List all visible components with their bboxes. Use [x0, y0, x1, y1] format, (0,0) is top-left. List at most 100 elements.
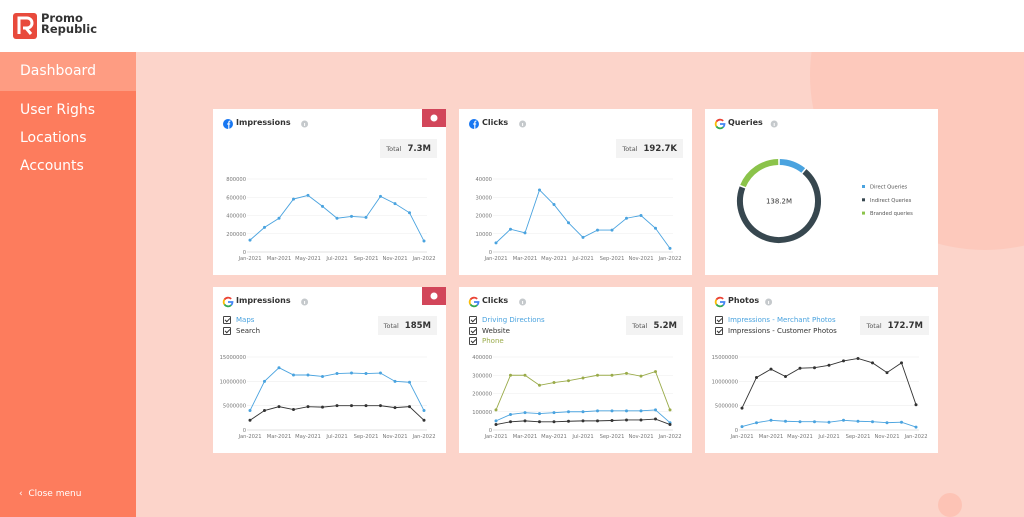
legend-label: Direct Queries	[870, 185, 908, 191]
y-tick-label: 10000000	[220, 379, 246, 385]
card: 0 200000 400000 600000 800000 Jan-2021 Mar-202…	[213, 109, 446, 275]
legend: Impressions - Merchant Photos Impressions…	[715, 315, 837, 336]
nav-item[interactable]: Dashboard	[0, 52, 136, 91]
x-tick-label: Sep-2021	[600, 256, 625, 262]
data-point	[422, 409, 426, 413]
data-point	[581, 376, 585, 380]
legend-label: Website	[482, 326, 510, 335]
data-point	[827, 420, 831, 424]
data-point	[277, 216, 281, 220]
data-point	[740, 406, 744, 410]
legend-item[interactable]: Maps	[223, 315, 260, 326]
data-point	[393, 202, 397, 206]
x-tick-label: Nov-2021	[382, 434, 407, 440]
data-point	[552, 411, 556, 415]
info-icon-mark	[522, 301, 524, 304]
card-chart: 0 5000000 10000000 15000000 Jan-2021 Mar-2021…	[220, 296, 436, 440]
facebook-icon-f	[227, 120, 231, 129]
legend-checkbox[interactable]	[469, 316, 477, 325]
help-badge	[422, 287, 446, 305]
legend-checkbox[interactable]	[469, 337, 477, 346]
y-tick-label: 200000	[226, 232, 246, 238]
help-icon	[430, 114, 438, 122]
total-label: Total	[632, 321, 648, 330]
logo-mark	[13, 13, 37, 39]
y-tick-label: 400000	[226, 214, 246, 220]
card: 0 5000000 10000000 15000000 Jan-2021 Mar-2021…	[213, 287, 446, 453]
legend: Driving Directions Website Phone	[469, 315, 545, 347]
x-tick-label: Jan-2021	[237, 256, 261, 262]
data-point	[321, 405, 324, 409]
data-point	[552, 420, 556, 424]
sidebar: Dashboard User Righs Locations Accounts …	[0, 52, 136, 517]
data-point	[610, 373, 614, 377]
google-icon	[228, 301, 234, 306]
total-box: Total 7.3M	[380, 139, 437, 158]
nav-item[interactable]: User Righs	[20, 102, 96, 118]
legend-label: Branded queries	[870, 211, 913, 217]
y-tick-label: 5000000	[223, 404, 246, 410]
legend-item[interactable]: Impressions - Merchant Photos	[715, 315, 837, 326]
x-tick-label: Jan-2021	[483, 434, 507, 440]
nav-item[interactable]: Locations	[20, 130, 87, 146]
legend-item[interactable]: Driving Directions	[469, 315, 545, 326]
legend-label: Impressions - Customer Photos	[728, 326, 837, 335]
legend-item[interactable]: Impressions - Customer Photos	[715, 326, 837, 337]
data-point	[538, 412, 541, 416]
x-tick-label: Sep-2021	[354, 434, 379, 440]
y-tick-label: 400000	[472, 355, 492, 361]
data-point	[552, 381, 556, 385]
data-point	[914, 403, 918, 407]
logo-line: Promo	[41, 11, 83, 25]
y-tick-label: 0	[735, 428, 738, 434]
data-point	[885, 421, 889, 425]
card-title: Impressions	[236, 296, 291, 305]
bg-circle	[938, 493, 962, 517]
data-point	[292, 197, 295, 201]
card-chart: Direct Queries Indirect Queries Branded qu…	[714, 118, 913, 243]
data-point	[639, 409, 643, 413]
y-tick-label: 15000000	[712, 355, 738, 361]
legend-item[interactable]: Search	[223, 326, 260, 337]
legend-checkbox[interactable]	[715, 316, 723, 325]
legend-swatch	[862, 198, 865, 202]
google-icon	[715, 118, 724, 123]
google-icon	[223, 303, 232, 308]
legend-checkbox[interactable]	[223, 316, 231, 325]
data-point	[900, 361, 903, 365]
x-tick-label: Jan-2021	[729, 434, 753, 440]
nav-item[interactable]: Accounts	[20, 158, 84, 174]
legend-checkbox[interactable]	[715, 326, 723, 335]
x-tick-label: May-2021	[541, 434, 567, 440]
legend-checkbox[interactable]	[469, 326, 477, 335]
data-point	[306, 193, 310, 197]
legend-item[interactable]: Website	[469, 326, 545, 337]
data-point	[596, 419, 599, 423]
legend-swatch	[862, 211, 865, 215]
info-icon-mark	[304, 123, 306, 126]
card: 0 100000 200000 300000 400000 Jan-2021 Mar-202…	[459, 287, 692, 453]
x-tick-label: May-2021	[541, 256, 567, 262]
data-point	[668, 408, 672, 412]
x-tick-label: May-2021	[787, 434, 813, 440]
legend-checkbox[interactable]	[223, 326, 231, 335]
data-point	[654, 408, 657, 412]
close-label[interactable]: Close menu	[28, 489, 82, 499]
data-point	[813, 366, 816, 370]
donut-slice	[737, 169, 821, 243]
close-menu[interactable]: ‹ Close menu	[19, 489, 82, 499]
google-icon	[223, 296, 232, 301]
data-point	[610, 409, 614, 413]
data-point	[379, 194, 382, 198]
y-tick-label: 5000000	[715, 404, 738, 410]
x-tick-label: Jan-2022	[411, 256, 435, 262]
y-tick-label: 300000	[472, 373, 492, 379]
data-point	[277, 405, 281, 409]
data-point	[625, 371, 628, 375]
x-tick-label: Mar-2021	[267, 256, 292, 262]
data-point	[639, 374, 643, 378]
legend-item[interactable]: Phone	[469, 336, 545, 347]
data-point	[408, 405, 411, 409]
y-tick-label: 10000000	[712, 379, 738, 385]
data-point	[277, 366, 281, 370]
